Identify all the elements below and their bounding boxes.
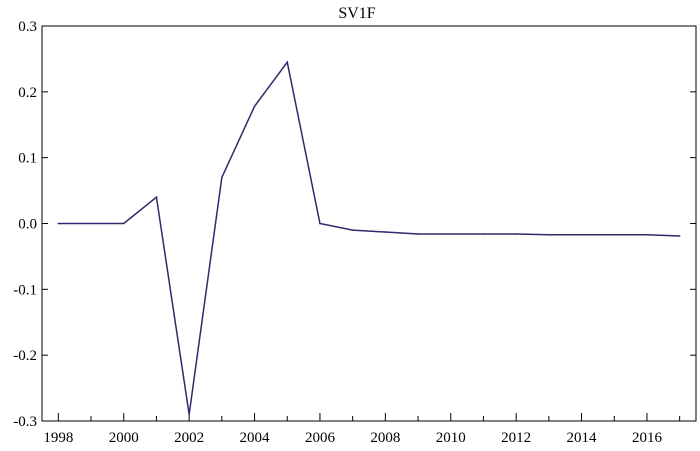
y-tick-label: -0.3	[13, 414, 37, 430]
y-axis: 0.3 0.2 0.1 0.0 -0.1 -0.2 -0.3	[13, 19, 696, 430]
data-point	[482, 233, 485, 235]
data-point	[122, 222, 125, 225]
data-point	[646, 233, 648, 236]
data-point	[221, 176, 223, 179]
x-tick-label: 2010	[436, 430, 466, 446]
series-line-0	[58, 60, 680, 415]
data-point	[351, 229, 354, 231]
x-tick-label: 2016	[632, 430, 663, 446]
data-point	[449, 233, 452, 235]
data-point	[548, 233, 550, 236]
data-point	[188, 413, 190, 416]
x-tick-label: 2012	[501, 430, 531, 446]
chart-title: SV1F	[338, 5, 375, 22]
data-point	[613, 233, 616, 236]
y-tick-label: 0.1	[18, 151, 37, 167]
data-point	[678, 235, 681, 237]
x-tick-label: 2008	[370, 430, 400, 446]
x-tick-label: 2014	[567, 430, 598, 446]
x-tick-label: 2002	[174, 430, 204, 446]
x-tick-label: 2000	[109, 430, 139, 446]
x-tick-label: 1998	[43, 430, 73, 446]
plot-frame	[41, 25, 697, 422]
y-tick-label: 0.0	[18, 217, 37, 233]
data-point	[90, 222, 92, 225]
data-point	[286, 61, 289, 64]
data-point	[384, 231, 387, 233]
series-layer	[57, 60, 681, 416]
y-tick-label: 0.2	[18, 85, 37, 101]
data-point	[319, 222, 321, 225]
data-point	[580, 233, 583, 236]
x-axis: 1998 2000 2002 2004 2006 2008 2010 2012 2014 2016	[43, 413, 681, 446]
data-point	[417, 233, 419, 235]
data-point	[57, 222, 60, 225]
data-point	[253, 105, 256, 108]
y-tick-label: -0.1	[13, 282, 37, 298]
x-tick-label: 2006	[305, 430, 336, 446]
y-tick-label: 0.3	[18, 19, 37, 35]
x-tick-label: 2004	[240, 430, 271, 446]
y-tick-label: -0.2	[13, 348, 37, 364]
data-point	[515, 233, 517, 235]
data-point	[155, 196, 158, 198]
